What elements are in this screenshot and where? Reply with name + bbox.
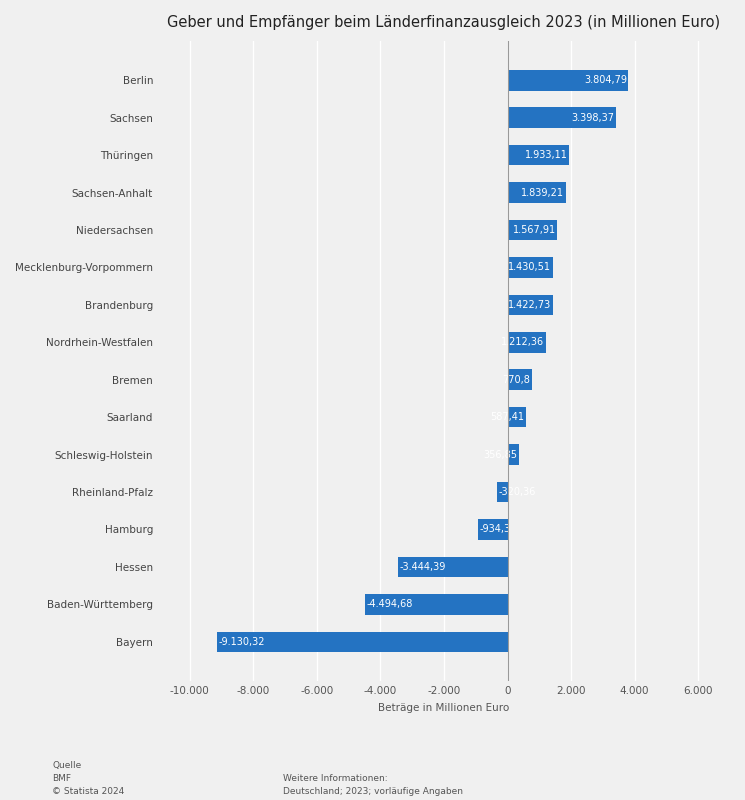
Bar xyxy=(507,70,629,90)
Text: 1.933,11: 1.933,11 xyxy=(524,150,568,160)
Text: 3.804,79: 3.804,79 xyxy=(584,75,627,86)
Bar xyxy=(507,257,553,278)
Text: 1.839,21: 1.839,21 xyxy=(522,187,565,198)
Text: 1.422,73: 1.422,73 xyxy=(508,300,551,310)
Bar xyxy=(507,407,526,427)
Text: 587,41: 587,41 xyxy=(491,412,524,422)
Bar xyxy=(507,294,553,315)
Bar xyxy=(478,519,507,540)
X-axis label: Beträge in Millionen Euro: Beträge in Millionen Euro xyxy=(378,703,510,713)
Text: -934,3: -934,3 xyxy=(479,525,510,534)
Text: 770,8: 770,8 xyxy=(503,374,530,385)
Text: 356,85: 356,85 xyxy=(484,450,517,460)
Bar xyxy=(507,332,546,353)
Text: Weitere Informationen:
Deutschland; 2023; vorläufige Angaben: Weitere Informationen: Deutschland; 2023… xyxy=(283,774,463,796)
Text: -320,36: -320,36 xyxy=(499,487,536,497)
Text: 1.430,51: 1.430,51 xyxy=(508,262,551,273)
Bar xyxy=(507,444,519,465)
Text: Quelle
BMF
© Statista 2024: Quelle BMF © Statista 2024 xyxy=(52,761,124,796)
Text: 1.567,91: 1.567,91 xyxy=(513,225,556,235)
Text: -4.494,68: -4.494,68 xyxy=(367,599,413,610)
Text: 1.212,36: 1.212,36 xyxy=(501,338,545,347)
Bar xyxy=(507,145,569,166)
Text: -3.444,39: -3.444,39 xyxy=(399,562,446,572)
Bar xyxy=(507,370,532,390)
Bar xyxy=(507,182,566,203)
Bar xyxy=(507,107,615,128)
Bar xyxy=(507,220,557,240)
Bar xyxy=(498,482,507,502)
Text: -9.130,32: -9.130,32 xyxy=(219,637,265,646)
Bar xyxy=(398,557,507,578)
Text: 3.398,37: 3.398,37 xyxy=(571,113,614,122)
Bar xyxy=(364,594,507,614)
Title: Geber und Empfänger beim Länderfinanzausgleich 2023 (in Millionen Euro): Geber und Empfänger beim Länderfinanzaus… xyxy=(168,15,720,30)
Bar xyxy=(218,631,507,652)
